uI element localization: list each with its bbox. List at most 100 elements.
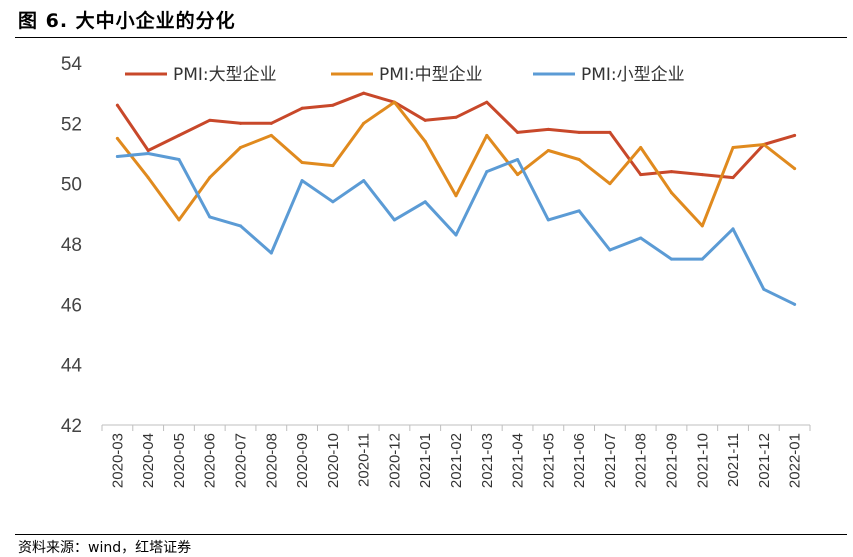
x-tick-label: 2020-12 <box>386 433 403 488</box>
data-point <box>639 236 643 240</box>
data-point <box>669 170 673 174</box>
data-point <box>269 121 273 125</box>
x-tick-label: 2020-05 <box>171 433 188 488</box>
x-tick-label: 2020-09 <box>294 433 311 488</box>
x-tick-label: 2021-01 <box>417 433 434 488</box>
data-point <box>639 173 643 177</box>
x-tick-label: 2022-01 <box>787 433 804 488</box>
data-point <box>546 127 550 131</box>
data-point <box>639 145 643 149</box>
data-point <box>362 121 366 125</box>
data-point <box>300 106 304 110</box>
data-point <box>146 148 150 152</box>
data-point <box>700 224 704 228</box>
top-rule <box>15 37 847 38</box>
data-point <box>146 176 150 180</box>
series-line-3 <box>115 152 797 306</box>
legend-label-2: PMI:中型企业 <box>379 65 483 85</box>
x-tick-label: 2021-09 <box>663 433 680 488</box>
x-tick-label: 2021-12 <box>756 433 773 488</box>
data-point <box>115 103 119 107</box>
data-point <box>177 133 181 137</box>
x-tick-label: 2021-05 <box>540 433 557 488</box>
data-point <box>423 118 427 122</box>
data-point <box>793 167 797 171</box>
legend-label-3: PMI:小型企业 <box>581 65 685 85</box>
data-point <box>669 191 673 195</box>
data-point <box>269 251 273 255</box>
data-point <box>762 142 766 146</box>
data-point <box>300 161 304 165</box>
data-point <box>239 145 243 149</box>
x-tick-label: 2020-11 <box>356 433 373 487</box>
data-point <box>392 100 396 104</box>
data-point <box>669 257 673 261</box>
data-point <box>485 133 489 137</box>
y-axis: 42 44 46 48 50 52 54 <box>61 54 83 437</box>
y-tick-label: 50 <box>61 175 82 196</box>
data-point <box>331 164 335 168</box>
data-point <box>331 200 335 204</box>
x-tick-label: 2020-10 <box>325 433 342 488</box>
data-point <box>762 287 766 291</box>
y-tick-label: 46 <box>61 295 82 316</box>
data-point <box>115 155 119 159</box>
data-point <box>700 173 704 177</box>
data-point <box>546 218 550 222</box>
x-tick-label: 2021-07 <box>602 433 619 488</box>
data-point <box>392 218 396 222</box>
data-point <box>546 148 550 152</box>
x-tick-label: 2021-08 <box>633 433 650 488</box>
data-point <box>793 302 797 306</box>
data-point <box>608 130 612 134</box>
x-tick-label: 2021-11 <box>725 433 742 487</box>
data-point <box>362 179 366 183</box>
legend-label-1: PMI:大型企业 <box>173 65 277 85</box>
data-point <box>208 118 212 122</box>
data-point <box>516 130 520 134</box>
y-tick-label: 52 <box>61 114 82 135</box>
x-tick-label: 2021-10 <box>694 433 711 488</box>
data-point <box>300 179 304 183</box>
data-point <box>485 100 489 104</box>
data-point <box>577 209 581 213</box>
bottom-rule <box>15 534 847 535</box>
x-tick-label: 2020-08 <box>263 433 280 488</box>
data-point <box>208 176 212 180</box>
data-point <box>793 133 797 137</box>
x-axis: 2020-03 2020-04 2020-05 2020-06 2020-07 2020-… <box>101 424 811 488</box>
data-point <box>516 173 520 177</box>
y-tick-label: 42 <box>61 416 82 437</box>
data-point <box>454 194 458 198</box>
data-point <box>146 152 150 155</box>
data-point <box>731 176 735 180</box>
series-layer <box>115 91 797 306</box>
legend: PMI:大型企业 PMI:中型企业 PMI:小型企业 <box>125 65 685 85</box>
x-tick-label: 2021-06 <box>571 433 588 488</box>
data-point <box>269 133 273 137</box>
data-point <box>700 257 704 261</box>
data-point <box>454 233 458 237</box>
x-tick-label: 2021-04 <box>510 433 527 488</box>
data-point <box>608 182 612 186</box>
data-point <box>516 158 520 162</box>
data-point <box>423 139 427 143</box>
data-point <box>177 158 181 162</box>
data-point <box>239 121 243 125</box>
data-point <box>239 224 243 228</box>
x-tick-label: 2021-02 <box>448 433 465 488</box>
data-point <box>731 227 735 231</box>
x-tick-label: 2020-04 <box>140 433 157 488</box>
y-tick-label: 48 <box>61 235 82 256</box>
data-point <box>177 218 181 222</box>
y-tick-label: 44 <box>61 356 83 377</box>
series-line-1 <box>115 91 797 180</box>
x-tick-label: 2020-03 <box>109 433 126 488</box>
x-tick-label: 2020-06 <box>202 433 219 488</box>
x-tick-label: 2021-03 <box>479 433 496 488</box>
source-note: 资料来源：wind，红塔证券 <box>18 540 192 556</box>
data-point <box>577 130 581 134</box>
figure-title: 图 6. 大中小企业的分化 <box>18 10 236 32</box>
data-point <box>577 158 581 162</box>
